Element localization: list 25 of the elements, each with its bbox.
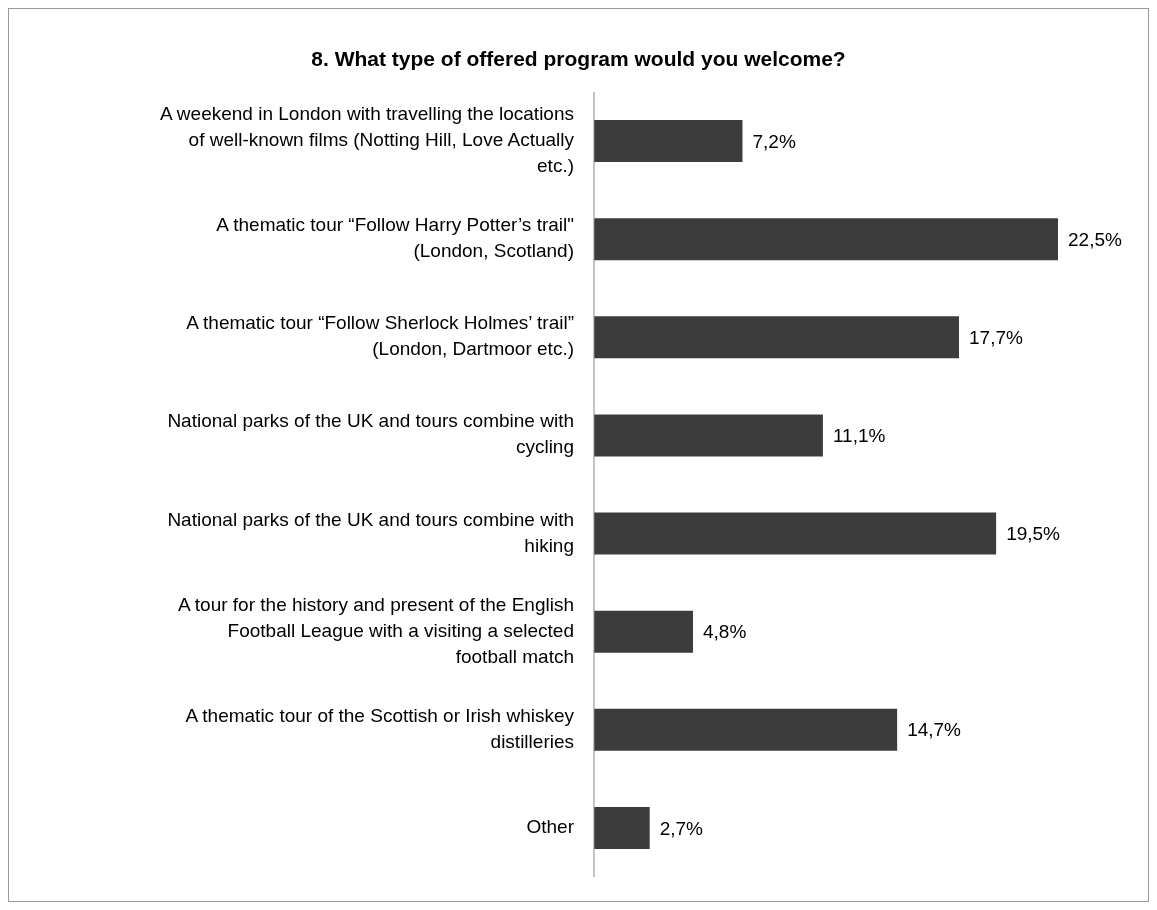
data-label: 11,1%: [832, 425, 886, 447]
data-label: 19,5%: [1006, 523, 1061, 545]
bar: [594, 316, 960, 359]
data-label: 17,7%: [969, 326, 1023, 348]
y-tick-label: National parks of the UK and tours combine with hiking: [167, 508, 574, 556]
data-label: 14,7%: [907, 719, 962, 741]
y-tick-label: A weekend in London with travelling the locations of well-known films (Notting Hill, Love Actually etc.): [159, 103, 575, 177]
y-tick-label: A thematic tour “Follow Harry Potter’s trail" (London, Scotland): [216, 214, 574, 262]
data-label: 2,7%: [659, 817, 704, 839]
chart-title: 8. What type of offered program would you welcome?: [310, 46, 847, 72]
y-tick-label: A thematic tour of the Scottish or Irish whiskey distilleries: [185, 704, 575, 752]
bar: [594, 806, 650, 849]
y-tick-label: A tour for the history and present of the English Football League with a visiting a selected football match: [177, 593, 574, 667]
bar: [594, 218, 1058, 261]
bar: [594, 120, 743, 162]
data-label: 22,5%: [1068, 228, 1122, 250]
data-label: 7,2%: [752, 130, 796, 152]
bar: [594, 610, 693, 653]
bar: [594, 414, 823, 457]
y-tick-label: A thematic tour “Follow Sherlock Holmes’ trail” (London, Dartmoor etc.): [186, 312, 574, 360]
bar: [594, 708, 898, 751]
y-tick-label: Other: [526, 815, 575, 837]
bar: [594, 512, 997, 555]
data-label: 4,8%: [702, 621, 747, 643]
y-tick-label: National parks of the UK and tours combine with cycling: [167, 410, 574, 458]
